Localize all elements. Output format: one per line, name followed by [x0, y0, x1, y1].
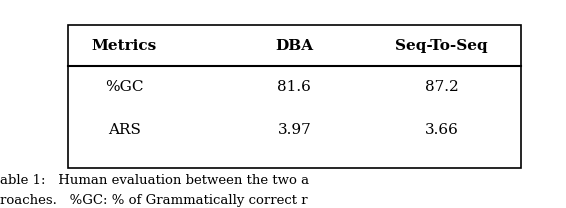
- Bar: [68, 25, 521, 168]
- Text: ARS: ARS: [108, 123, 141, 137]
- Text: Seq-To-Seq: Seq-To-Seq: [395, 39, 488, 53]
- Text: 87.2: 87.2: [424, 80, 458, 94]
- Text: able 1:   Human evaluation between the two a: able 1: Human evaluation between the two…: [0, 174, 309, 187]
- Text: 3.66: 3.66: [424, 123, 458, 137]
- Text: 81.6: 81.6: [277, 80, 311, 94]
- Text: roaches.   %GC: % of Grammatically correct r: roaches. %GC: % of Grammatically correct…: [0, 194, 308, 207]
- Text: %GC: %GC: [105, 80, 144, 94]
- Text: Metrics: Metrics: [92, 39, 157, 53]
- Text: 3.97: 3.97: [277, 123, 311, 137]
- Text: DBA: DBA: [275, 39, 314, 53]
